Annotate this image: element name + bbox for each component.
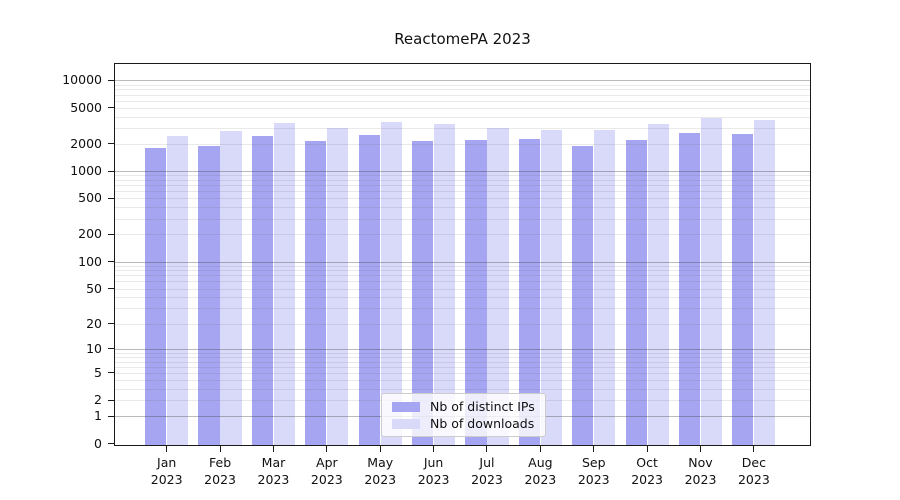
x-tick (753, 446, 755, 452)
y-tick-label: 2000 (70, 135, 102, 151)
y-tick (108, 288, 114, 290)
y-tick-label: 1000 (70, 163, 102, 179)
y-tick (108, 399, 114, 401)
x-tick-label: Dec 2023 (737, 455, 770, 487)
y-tick-label: 0 (94, 435, 102, 451)
legend-label: Nb of distinct IPs (430, 399, 535, 414)
minor-gridline (114, 100, 811, 102)
y-tick-label: 100 (78, 253, 102, 269)
x-tick-label: Jan 2023 (150, 455, 183, 487)
x-tick-label: Aug 2023 (524, 455, 557, 487)
x-tick (166, 446, 168, 452)
x-tick-label: Jun 2023 (417, 455, 450, 487)
x-tick-label: Feb 2023 (204, 455, 236, 487)
chart-title: ReactomePA 2023 (394, 30, 531, 48)
y-tick-label: 200 (78, 226, 102, 242)
bar-may-downloads (380, 121, 402, 446)
x-tick-label: Mar 2023 (257, 455, 290, 487)
y-tick (108, 415, 114, 417)
x-tick (379, 446, 381, 452)
legend: Nb of distinct IPs Nb of downloads (381, 393, 546, 437)
x-tick-label: Oct 2023 (631, 455, 664, 487)
y-tick-label: 5 (94, 364, 102, 380)
y-tick (108, 261, 114, 263)
bar-apr-distinct-ips (305, 141, 327, 446)
x-tick (593, 446, 595, 452)
legend-swatch-distinct-ips (392, 401, 420, 412)
bar-feb-distinct-ips (198, 145, 220, 446)
bar-jul-downloads (487, 128, 509, 446)
bar-jun-distinct-ips (412, 140, 434, 446)
y-tick (108, 197, 114, 199)
minor-gridline (114, 107, 811, 109)
bar-sep-distinct-ips (572, 145, 594, 446)
legend-label: Nb of downloads (430, 416, 535, 431)
y-tick (108, 170, 114, 172)
bar-sep-downloads (594, 130, 616, 446)
x-tick (486, 446, 488, 452)
y-tick-label: 500 (78, 190, 102, 206)
bar-dec-distinct-ips (732, 134, 754, 446)
bar-jun-downloads (434, 124, 456, 446)
bar-jul-distinct-ips (465, 140, 487, 446)
bar-oct-distinct-ips (625, 139, 647, 446)
bar-nov-distinct-ips (678, 132, 701, 446)
bar-jan-downloads (167, 136, 189, 446)
y-tick (108, 79, 114, 81)
x-tick-label: May 2023 (364, 455, 397, 487)
bar-jan-distinct-ips (145, 148, 167, 446)
x-tick-label: Jul 2023 (471, 455, 503, 487)
bar-nov-downloads (700, 118, 723, 446)
y-tick (108, 372, 114, 374)
x-tick (272, 446, 274, 452)
bar-may-distinct-ips (358, 135, 380, 446)
x-tick-label: Apr 2023 (310, 455, 343, 487)
legend-item: Nb of downloads (392, 415, 535, 432)
y-tick (108, 107, 114, 109)
legend-swatch-downloads (392, 418, 420, 429)
y-tick (108, 323, 114, 324)
bar-mar-downloads (273, 123, 296, 446)
y-tick-label: 2 (94, 392, 102, 408)
y-tick (108, 233, 114, 235)
y-tick (108, 443, 114, 444)
y-tick-label: 50 (86, 280, 102, 296)
minor-gridline (114, 84, 811, 86)
x-tick (539, 446, 541, 452)
bar-oct-downloads (647, 123, 669, 446)
bar-aug-distinct-ips (518, 139, 540, 446)
y-tick-label: 1 (94, 408, 102, 424)
x-tick-label: Sep 2023 (577, 455, 610, 487)
x-tick (646, 446, 648, 452)
bar-feb-downloads (220, 131, 242, 446)
x-tick (433, 446, 435, 452)
bar-mar-distinct-ips (251, 136, 274, 446)
x-tick-label: Nov 2023 (684, 455, 717, 487)
x-tick (700, 446, 701, 452)
x-tick (219, 446, 221, 452)
y-tick-label: 5000 (70, 99, 102, 115)
y-tick (108, 143, 114, 145)
legend-item: Nb of distinct IPs (392, 398, 535, 415)
major-gridline (114, 80, 811, 82)
plot-area (114, 63, 811, 446)
x-tick (326, 446, 328, 452)
minor-gridline (114, 89, 811, 91)
y-tick-label: 10000 (62, 72, 102, 88)
bar-aug-downloads (540, 129, 562, 446)
minor-gridline (114, 94, 811, 96)
y-tick-label: 10 (86, 340, 102, 356)
bar-apr-downloads (327, 127, 349, 446)
y-tick-label: 20 (86, 315, 102, 331)
y-tick (108, 348, 114, 350)
bar-dec-downloads (754, 119, 776, 446)
